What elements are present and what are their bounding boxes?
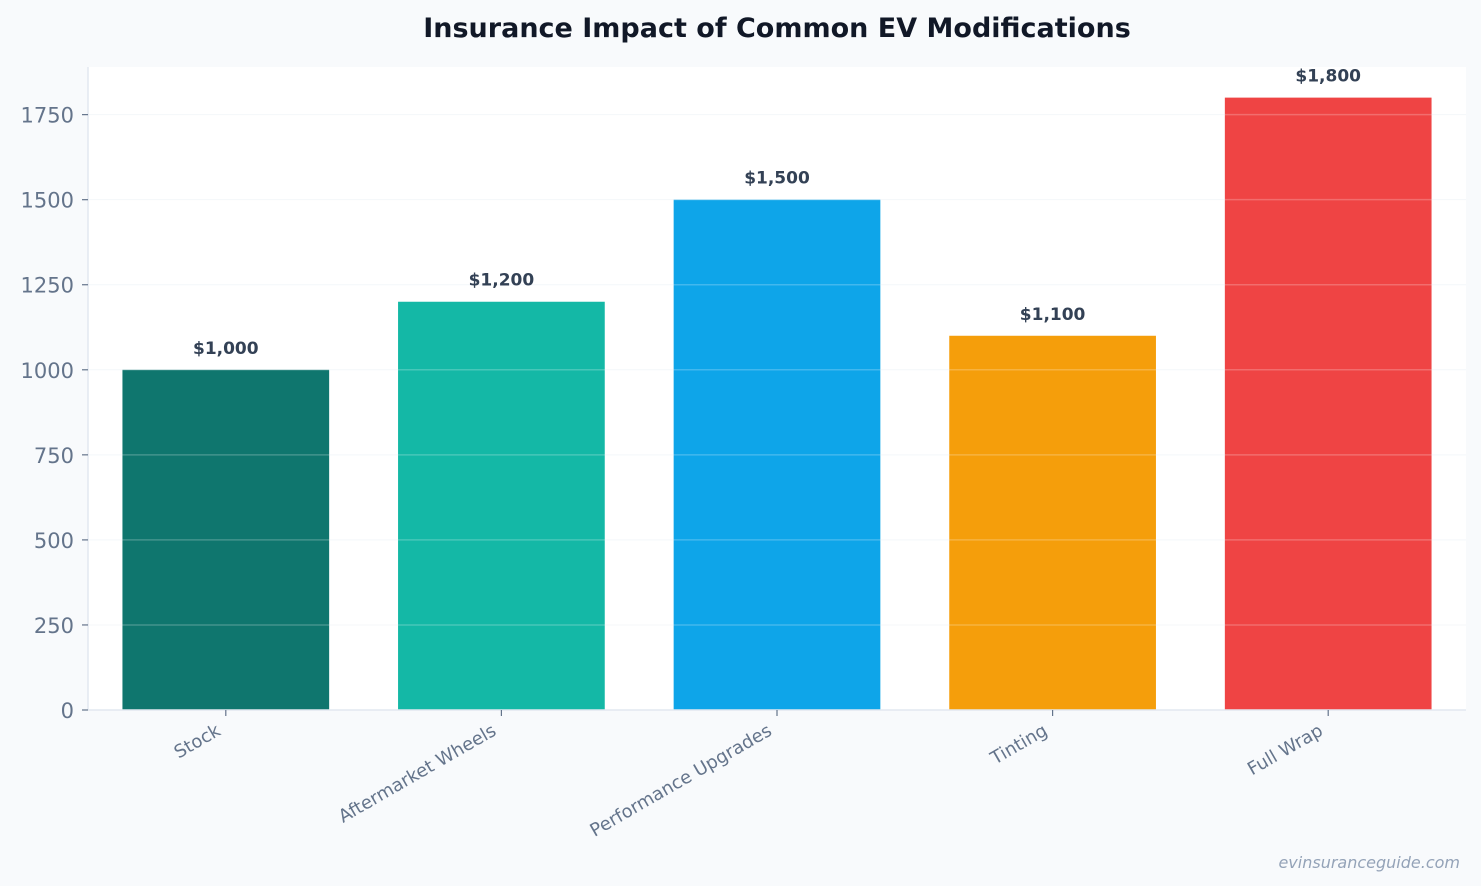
x-tick-label: Aftermarket Wheels — [335, 720, 500, 827]
y-tick-label: 250 — [34, 614, 74, 638]
y-tick-label: 1250 — [21, 274, 74, 298]
bar — [398, 301, 605, 710]
y-tick-label: 500 — [34, 529, 74, 553]
y-tick-label: 1500 — [21, 189, 74, 213]
bar — [673, 199, 881, 710]
y-tick-label: 1000 — [21, 359, 74, 383]
bar — [122, 369, 330, 710]
x-tick-label: Tinting — [986, 720, 1051, 770]
watermark-text: evinsuranceguide.com — [1278, 853, 1460, 872]
data-label: $1,200 — [469, 271, 535, 291]
y-tick-label: 1750 — [21, 104, 74, 128]
x-tick-label: Performance Upgrades — [586, 720, 775, 841]
grid-overlay — [88, 113, 1466, 626]
bar — [949, 335, 1156, 710]
bars — [122, 97, 1432, 711]
data-label: $1,800 — [1295, 67, 1361, 87]
data-label: $1,000 — [193, 339, 259, 359]
data-label: $1,100 — [1020, 305, 1086, 325]
bar — [1224, 97, 1432, 711]
y-tick-label: 0 — [61, 699, 74, 723]
y-tick-label: 750 — [34, 444, 74, 468]
x-tick-label: Stock — [171, 720, 225, 763]
chart-title: Insurance Impact of Common EV Modificati… — [423, 13, 1131, 44]
data-label: $1,500 — [744, 169, 810, 189]
x-tick-label: Full Wrap — [1244, 720, 1327, 780]
x-ticks: Stock Aftermarket Wheels Performance Upgra… — [171, 710, 1329, 841]
y-ticks: 0 250 500 750 1000 1250 1500 1750 — [21, 104, 88, 723]
data-labels: $1,000 $1,200 $1,500 $1,100 $1,800 — [193, 67, 1361, 359]
